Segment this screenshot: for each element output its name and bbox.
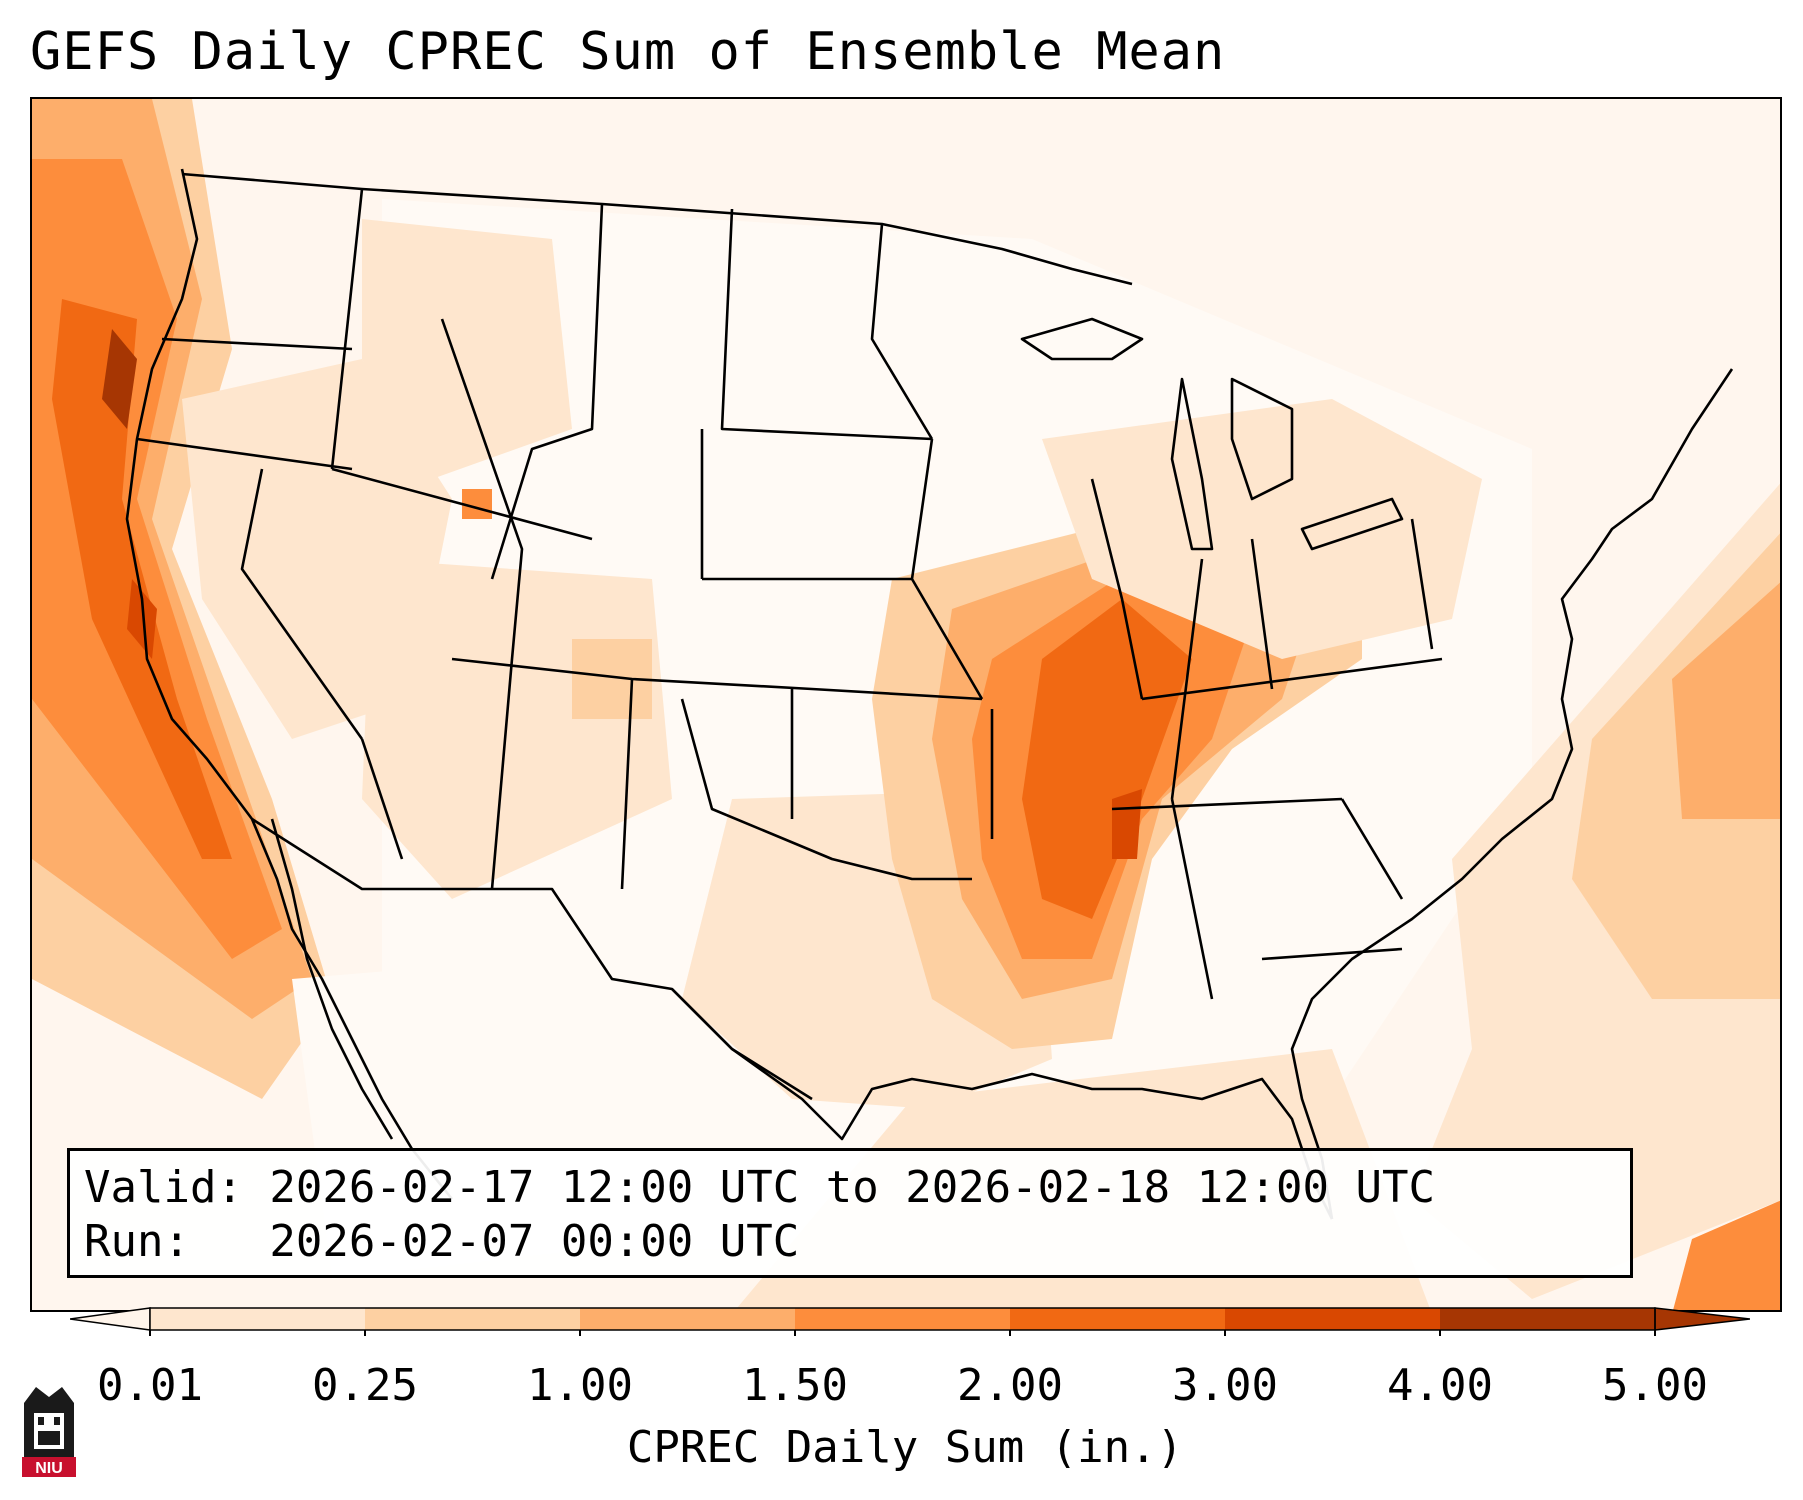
- colorbar-tick-label: 0.25: [312, 1360, 418, 1411]
- lake-superior: [1020, 317, 1144, 361]
- colorbar-segment: [580, 1308, 796, 1330]
- colorbar-tick-label: 3.00: [1172, 1360, 1278, 1411]
- baja-coastline: [270, 818, 394, 1140]
- colorbar-segment: [1225, 1308, 1441, 1330]
- precip-map: [30, 97, 1782, 1312]
- colorbar-segment: [795, 1308, 1011, 1330]
- colorbar-tick-label: 1.50: [742, 1360, 848, 1411]
- colorbar-tick-label: 1.00: [527, 1360, 633, 1411]
- logo-text: NIU: [35, 1460, 63, 1477]
- valid-run-box: Valid: 2026-02-17 12:00 UTC to 2026-02-1…: [67, 1148, 1633, 1278]
- colorbar-outline: [149, 1307, 1656, 1331]
- mexico-border: [251, 817, 813, 1101]
- colorbar-extend-max: [1654, 1307, 1750, 1331]
- boundaries: [125, 168, 1734, 1220]
- west-coastline: [125, 168, 454, 1200]
- colorbar-tick-label: 2.00: [957, 1360, 1063, 1411]
- lake-erie: [1300, 497, 1404, 551]
- colorbar-extend-min: [70, 1307, 151, 1331]
- colorbar-segments: [70, 1307, 1750, 1331]
- colorbar-tick-label: 4.00: [1387, 1360, 1493, 1411]
- state-borders: [136, 188, 1443, 1000]
- lake-huron: [1230, 377, 1294, 501]
- colorbar-segment: [1440, 1308, 1656, 1330]
- colorbar-segment: [150, 1308, 366, 1330]
- valid-time-text: Valid: 2026-02-17 12:00 UTC to 2026-02-1…: [84, 1162, 1436, 1213]
- precip-shading: [32, 99, 1780, 1310]
- colorbar-segment: [1010, 1308, 1226, 1330]
- niu-logo: NIU: [22, 1387, 76, 1477]
- colorbar-tick-label: 5.00: [1602, 1360, 1708, 1411]
- colorbar-tick-label: 0.01: [97, 1360, 203, 1411]
- colorbar-label: CPREC Daily Sum (in.): [626, 1422, 1184, 1473]
- east-coastline: [1290, 368, 1734, 1220]
- lake-michigan: [1170, 377, 1214, 551]
- gulf-coastline: [671, 988, 1334, 1220]
- precip-field: [32, 99, 1780, 1310]
- run-time-text: Run: 2026-02-07 00:00 UTC: [84, 1216, 800, 1267]
- colorbar: [70, 1307, 1750, 1336]
- colorbar-segment: [365, 1308, 581, 1330]
- map-title: GEFS Daily CPREC Sum of Ensemble Mean: [30, 22, 1226, 82]
- colorbar-ticks: [149, 1330, 1656, 1336]
